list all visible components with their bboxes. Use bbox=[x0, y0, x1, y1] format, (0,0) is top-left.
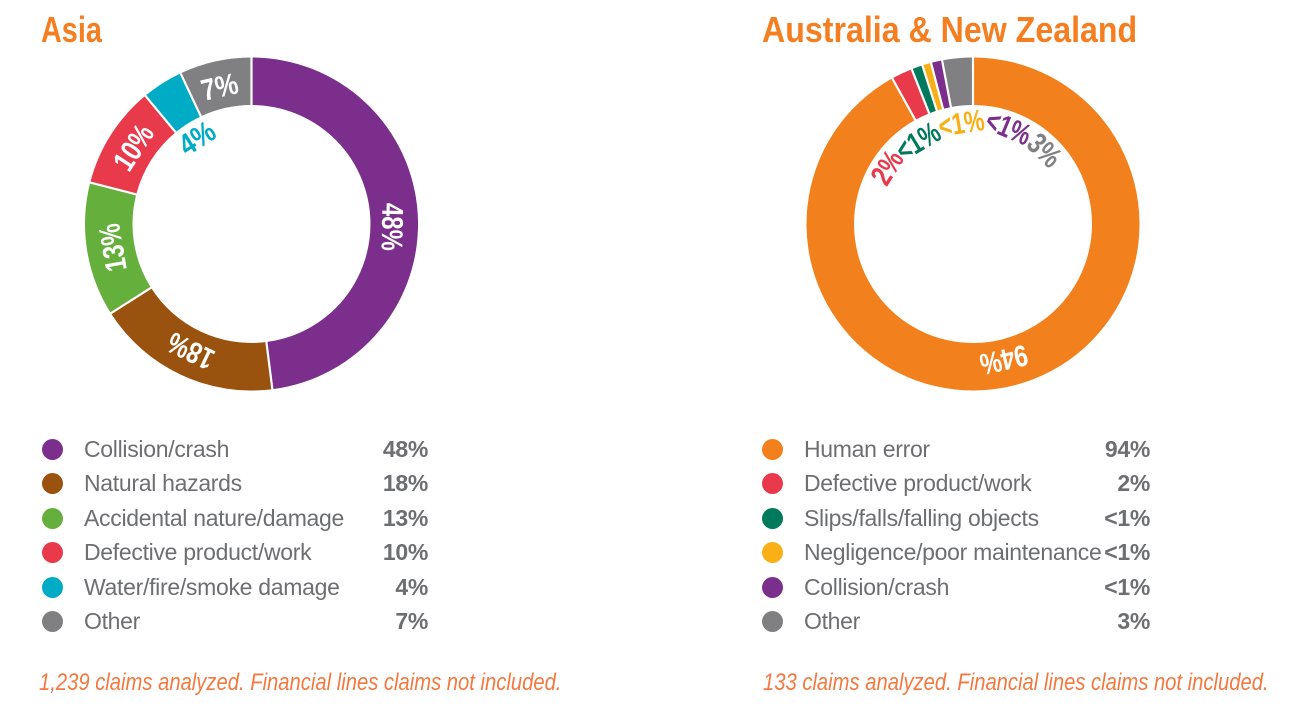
svg-text:48%: 48% bbox=[375, 203, 409, 252]
svg-text:13%: 13% bbox=[93, 221, 134, 274]
svg-text:<1%: <1% bbox=[936, 104, 987, 144]
svg-text:7%: 7% bbox=[198, 67, 242, 108]
